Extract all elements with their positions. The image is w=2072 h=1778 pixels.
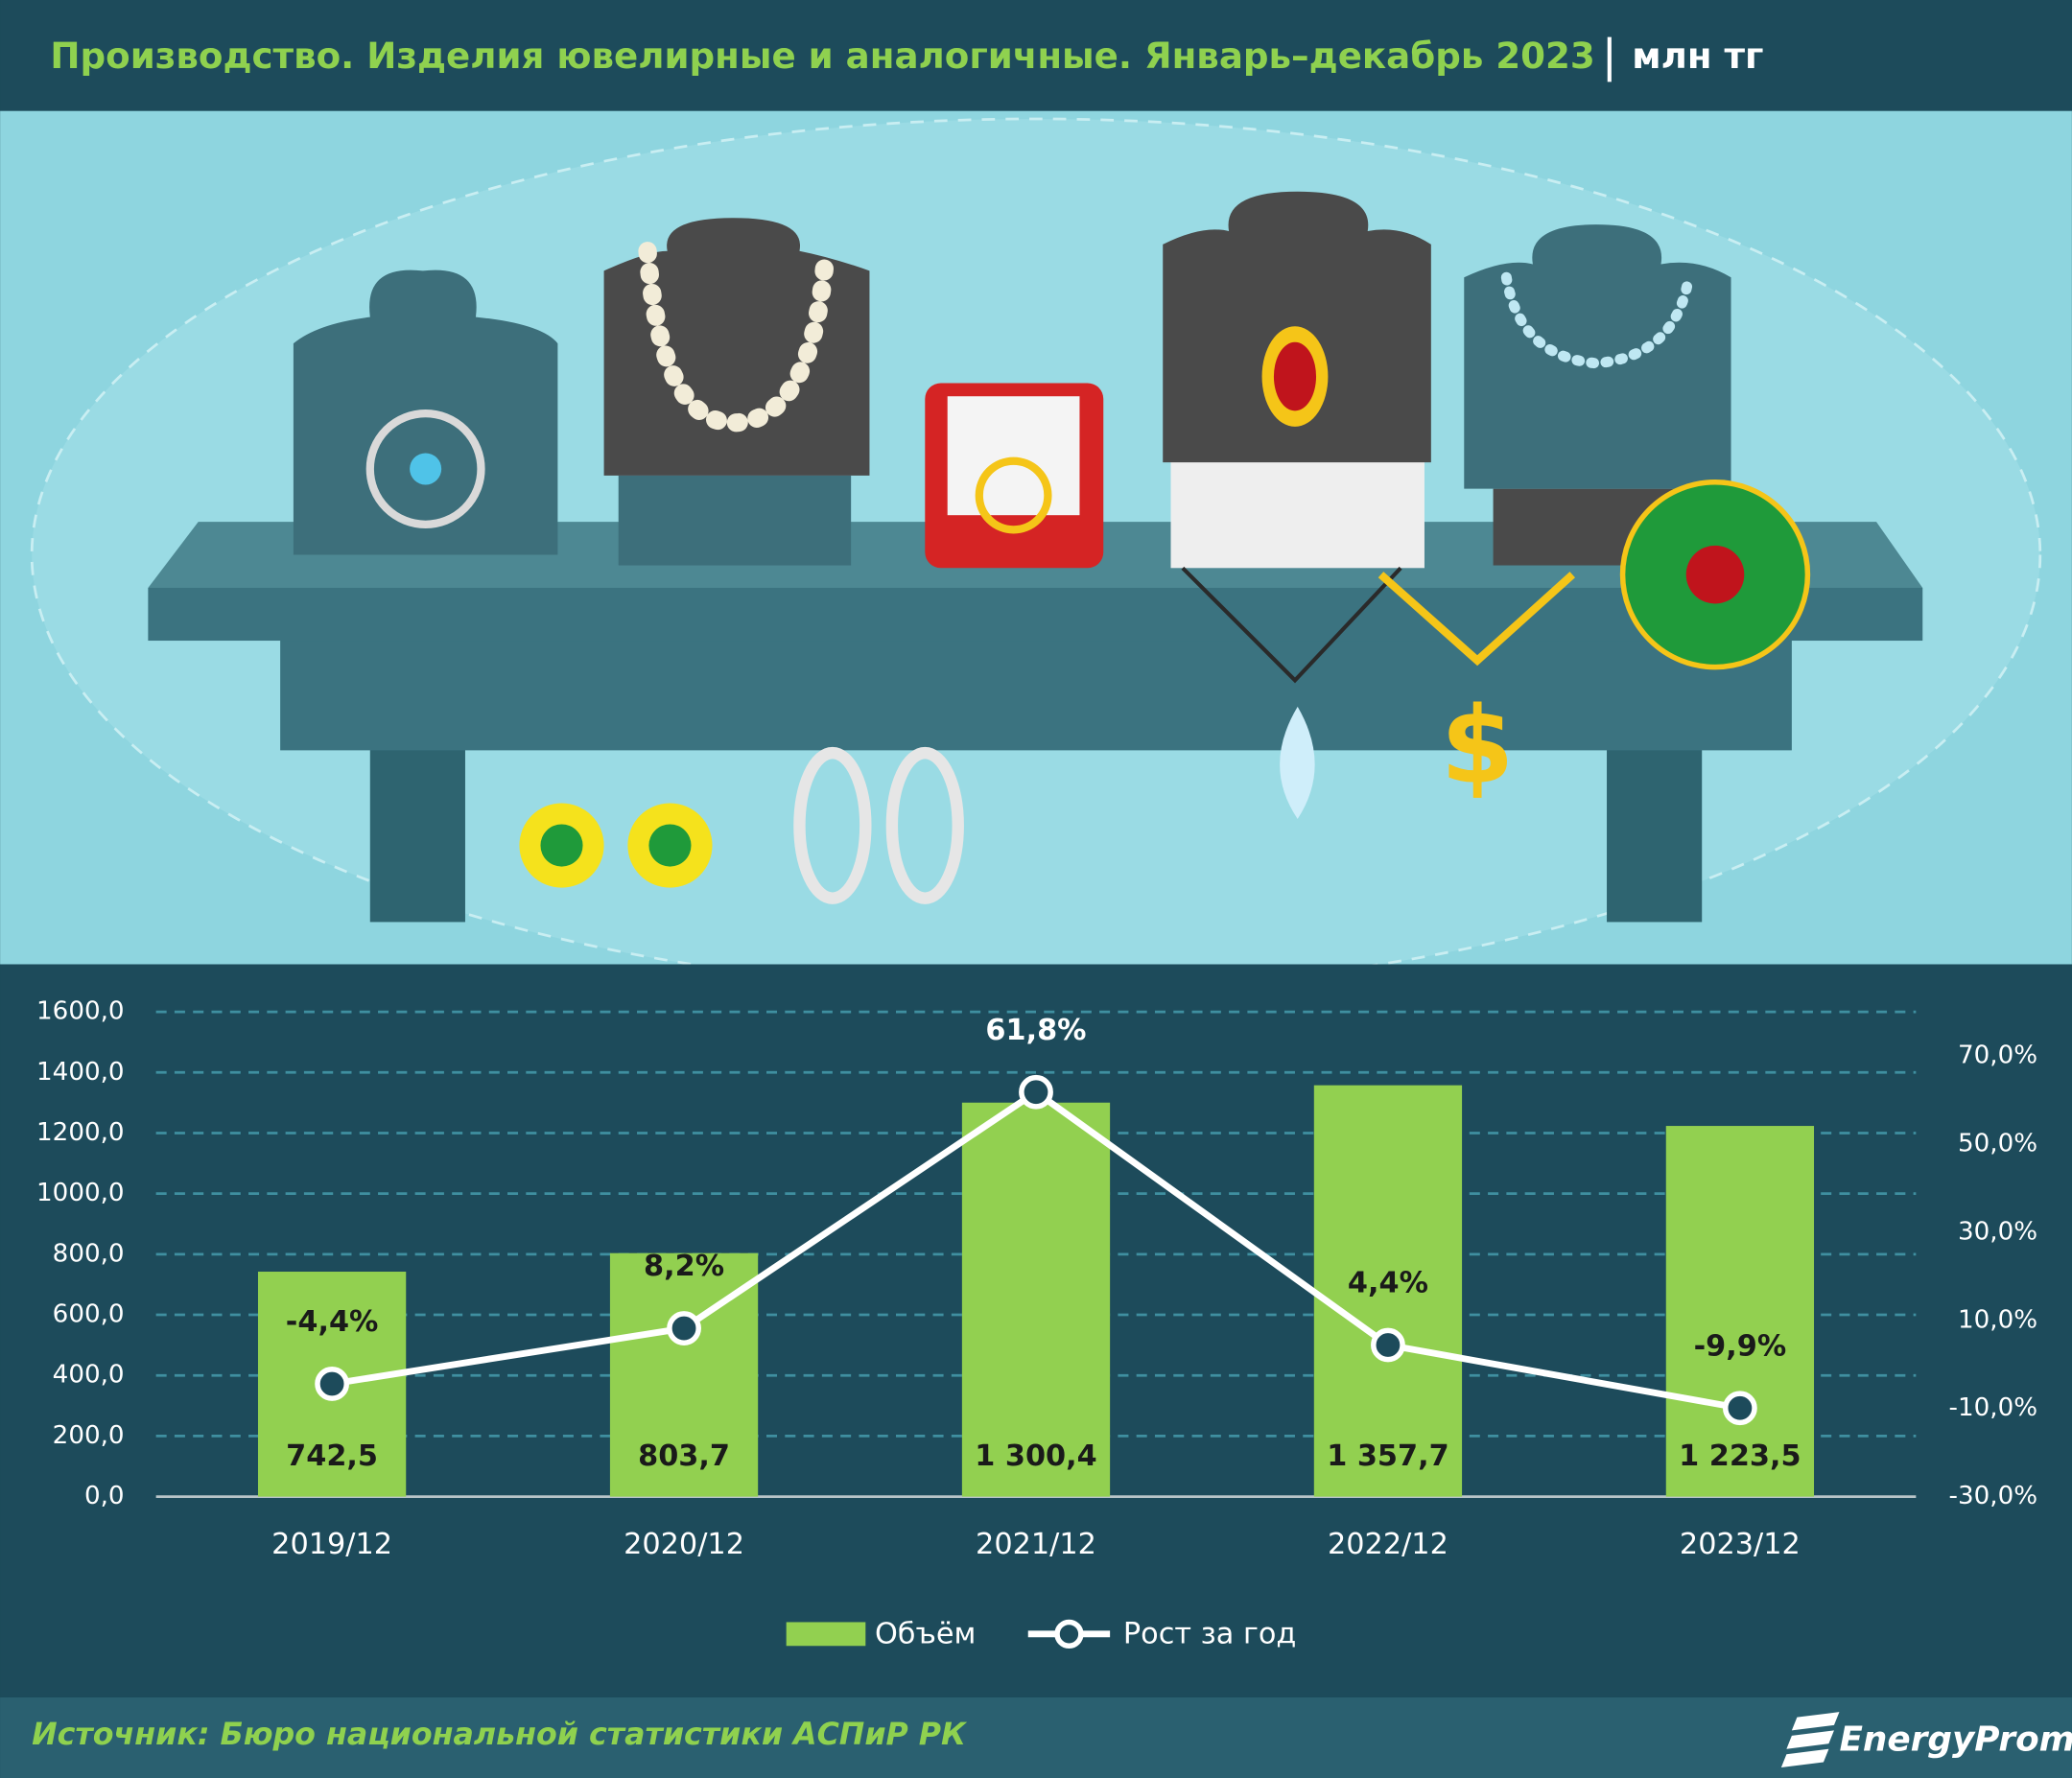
gem (1273, 341, 1317, 411)
bust (1464, 224, 1731, 489)
y2-tick-label: -10,0% (1949, 1393, 2038, 1422)
growth-point (1019, 1074, 1053, 1110)
growth-label: -4,4% (286, 1305, 379, 1339)
y2-tick-label: 50,0% (1958, 1129, 2037, 1158)
legend-marker (1054, 1619, 1084, 1649)
bar (1665, 1126, 1815, 1497)
growth-point (1722, 1391, 1757, 1426)
logo-mark (1780, 1712, 1840, 1767)
header (0, 0, 2072, 111)
x-tick-label: 2019/12 (271, 1528, 392, 1561)
y-tick-label: 1400,0 (36, 1058, 125, 1087)
unit: млн тг (1632, 35, 1763, 77)
illustration: $ (0, 110, 2072, 993)
legend-label: Объём (875, 1618, 976, 1651)
ring-box-inner (947, 396, 1080, 516)
chain (1181, 566, 1402, 684)
y-tick-label: 1600,0 (36, 997, 125, 1026)
x-tick-label: 2023/12 (1680, 1528, 1801, 1561)
growth-label: 4,4% (1348, 1267, 1428, 1300)
growth-point (1371, 1327, 1405, 1363)
chart-title: Производство. Изделия ювелирные и аналог… (50, 35, 1594, 77)
stand (1170, 449, 1424, 569)
y-tick-label: 1000,0 (36, 1179, 125, 1207)
growth-point (667, 1311, 701, 1345)
earring (793, 746, 872, 904)
y2-tick-label: 10,0% (1958, 1305, 2037, 1334)
y-tick-label: 400,0 (53, 1361, 125, 1390)
logo: EnergyProm (1839, 1720, 2072, 1759)
necklace (1500, 271, 1694, 369)
earring (885, 746, 964, 904)
growth-point (315, 1367, 350, 1401)
y2-tick-label: -30,0% (1949, 1482, 2038, 1510)
y-tick-label: 600,0 (53, 1300, 125, 1329)
dollar-icon: $ (1441, 684, 1515, 807)
y-tick-label: 800,0 (53, 1239, 125, 1268)
bench-front (280, 636, 1792, 751)
pendant (365, 409, 485, 528)
source: Источник: Бюро национальной статистики А… (32, 1718, 968, 1752)
bust (603, 218, 870, 476)
footer-bg (0, 1696, 2072, 1778)
growth-label: 8,2% (644, 1250, 724, 1283)
bar (1313, 1085, 1463, 1497)
growth-label: 61,8% (985, 1014, 1086, 1047)
stand (618, 475, 852, 566)
legend-swatch (786, 1622, 866, 1647)
bar-value-label: 803,7 (638, 1439, 730, 1473)
drop (1280, 706, 1315, 819)
x-tick-label: 2022/12 (1328, 1528, 1448, 1561)
gem (410, 453, 442, 485)
gem (648, 824, 692, 867)
bar-value-label: 1 300,4 (975, 1439, 1096, 1473)
gem (540, 824, 583, 867)
gem (1685, 545, 1745, 604)
bar-value-label: 742,5 (286, 1439, 378, 1473)
y2-tick-label: 30,0% (1958, 1217, 2037, 1246)
ring (975, 456, 1052, 534)
y-tick-label: 200,0 (53, 1421, 125, 1450)
bar-value-label: 1 223,5 (1679, 1439, 1801, 1473)
y-tick-label: 0,0 (84, 1482, 125, 1510)
x-tick-label: 2020/12 (624, 1528, 744, 1561)
bench-leg (1607, 739, 1703, 923)
pearls (638, 242, 836, 433)
chain (1377, 572, 1575, 667)
bar-value-label: 1 357,7 (1327, 1439, 1448, 1473)
legend-label: Рост за год (1123, 1618, 1296, 1651)
growth-label: -9,9% (1694, 1329, 1787, 1363)
bench-leg (369, 739, 465, 923)
y-tick-label: 1200,0 (36, 1118, 125, 1147)
logo-icon (1780, 1712, 1840, 1767)
bar (961, 1102, 1111, 1497)
y2-tick-label: 70,0% (1958, 1041, 2037, 1070)
x-tick-label: 2021/12 (976, 1528, 1096, 1561)
